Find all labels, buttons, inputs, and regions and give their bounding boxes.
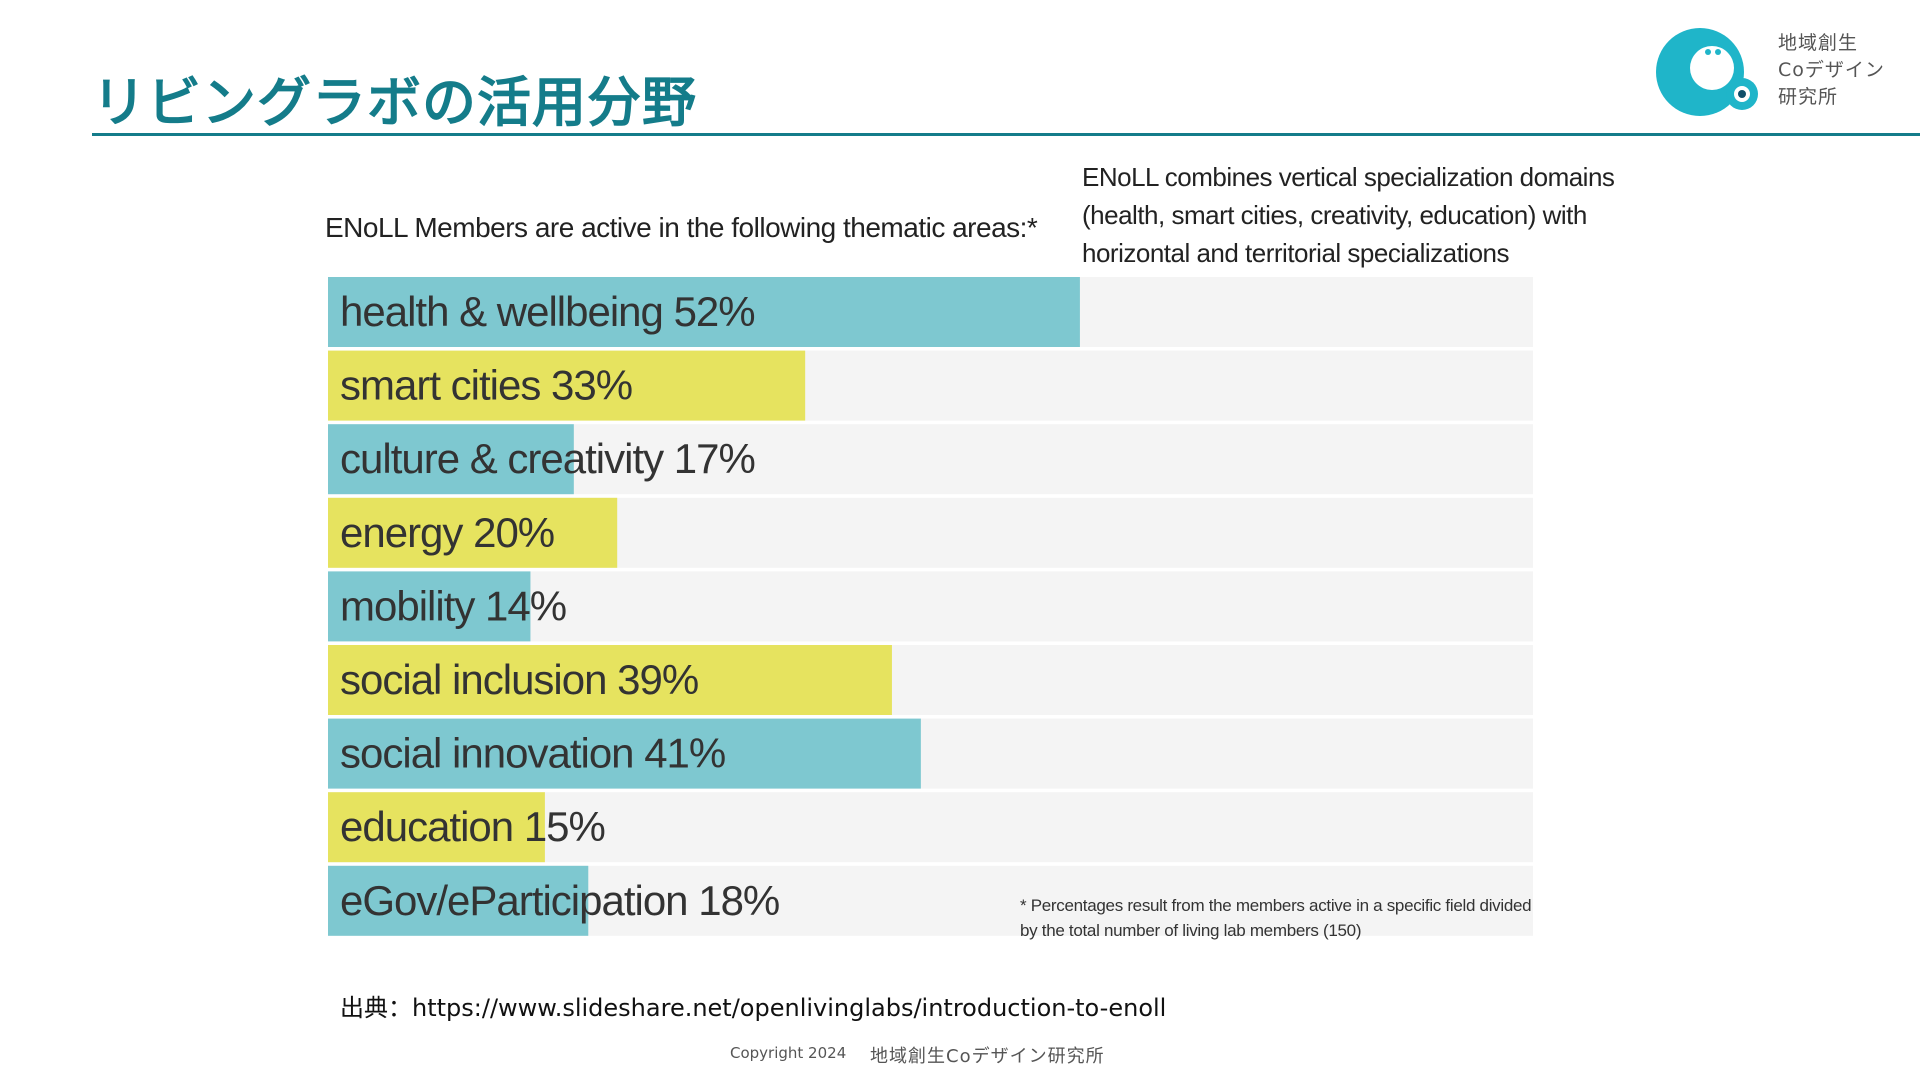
bar-health-wellbeing xyxy=(328,277,1080,347)
bar-energy xyxy=(328,497,618,568)
bar-social-innovation xyxy=(328,718,921,789)
bar-label: smart cities 33% xyxy=(340,362,632,409)
bar-mobility xyxy=(328,571,531,642)
bar-egov-eparticipation xyxy=(328,865,589,936)
bar-label: social inclusion 39% xyxy=(340,656,698,703)
bar-label: culture & creativity 17% xyxy=(340,435,755,482)
bar-education xyxy=(328,792,545,863)
bar-label: energy 20% xyxy=(340,509,554,556)
bar-label: mobility 14% xyxy=(340,582,566,629)
copyright-org: 地域創生Coデザイン研究所 xyxy=(870,1046,1105,1067)
bar-culture-creativity xyxy=(328,424,574,495)
brand-logo: 地域創生 Coデザイン 研究所 xyxy=(1650,22,1920,122)
bar-smart-cities xyxy=(328,350,806,421)
title-divider xyxy=(92,133,1920,136)
bar-social-inclusion xyxy=(328,645,892,715)
bar-label: eGov/eParticipation 18% xyxy=(340,877,779,924)
logo-text: 地域創生 Coデザイン 研究所 xyxy=(1778,32,1885,108)
bar-label: education 15% xyxy=(340,803,605,850)
bar-label: health & wellbeing 52% xyxy=(340,288,755,335)
copyright-text: Copyright 2024 xyxy=(730,1044,847,1062)
logo-mark-icon xyxy=(1656,28,1758,116)
bar-label: social innovation 41% xyxy=(340,730,725,777)
source-citation: 出典：https://www.slideshare.net/openliving… xyxy=(340,994,1167,1022)
chart-title: ENoLL Members are active in the followin… xyxy=(325,212,1038,243)
chart-footnote: * Percentages result from the members ac… xyxy=(1020,896,1532,940)
slide-title: リビングラボの活用分野 xyxy=(92,71,697,134)
chart-note: ENoLL combines vertical specialization d… xyxy=(1082,162,1615,268)
